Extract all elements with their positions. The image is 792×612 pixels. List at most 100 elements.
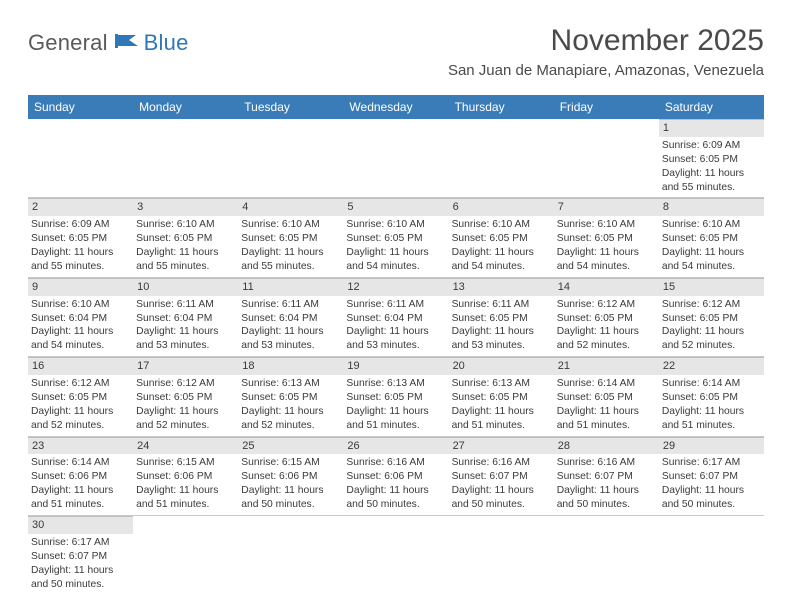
sunrise-text: Sunrise: 6:14 AM bbox=[557, 377, 656, 391]
weekday-header: Tuesday bbox=[238, 95, 343, 119]
calendar-cell: 17Sunrise: 6:12 AMSunset: 6:05 PMDayligh… bbox=[133, 357, 238, 436]
weekday-header: Sunday bbox=[28, 95, 133, 119]
sunset-text: Sunset: 6:05 PM bbox=[346, 391, 445, 405]
calendar-row: 2Sunrise: 6:09 AMSunset: 6:05 PMDaylight… bbox=[28, 198, 764, 277]
sunrise-text: Sunrise: 6:16 AM bbox=[452, 456, 551, 470]
daylight-text: Daylight: 11 hours and 51 minutes. bbox=[31, 484, 130, 512]
day-number: 30 bbox=[28, 516, 133, 534]
calendar-cell bbox=[554, 119, 659, 198]
sunset-text: Sunset: 6:04 PM bbox=[31, 312, 130, 326]
calendar-cell: 15Sunrise: 6:12 AMSunset: 6:05 PMDayligh… bbox=[659, 277, 764, 356]
calendar-cell: 7Sunrise: 6:10 AMSunset: 6:05 PMDaylight… bbox=[554, 198, 659, 277]
calendar-cell bbox=[238, 119, 343, 198]
flag-icon bbox=[114, 32, 140, 55]
calendar-cell: 19Sunrise: 6:13 AMSunset: 6:05 PMDayligh… bbox=[343, 357, 448, 436]
sunset-text: Sunset: 6:05 PM bbox=[452, 232, 551, 246]
page-title: November 2025 bbox=[448, 24, 764, 58]
daylight-text: Daylight: 11 hours and 50 minutes. bbox=[31, 564, 130, 592]
calendar-cell bbox=[343, 516, 448, 595]
calendar-cell: 27Sunrise: 6:16 AMSunset: 6:07 PMDayligh… bbox=[449, 436, 554, 515]
sunset-text: Sunset: 6:06 PM bbox=[241, 470, 340, 484]
day-number: 26 bbox=[343, 437, 448, 455]
weekday-header: Saturday bbox=[659, 95, 764, 119]
header: General Blue November 2025 San Juan de M… bbox=[0, 0, 792, 87]
calendar-cell: 8Sunrise: 6:10 AMSunset: 6:05 PMDaylight… bbox=[659, 198, 764, 277]
daylight-text: Daylight: 11 hours and 55 minutes. bbox=[662, 167, 761, 195]
sunrise-text: Sunrise: 6:12 AM bbox=[557, 298, 656, 312]
weekday-header: Wednesday bbox=[343, 95, 448, 119]
calendar-cell: 22Sunrise: 6:14 AMSunset: 6:05 PMDayligh… bbox=[659, 357, 764, 436]
sunrise-text: Sunrise: 6:13 AM bbox=[346, 377, 445, 391]
calendar-row: 16Sunrise: 6:12 AMSunset: 6:05 PMDayligh… bbox=[28, 357, 764, 436]
day-number: 2 bbox=[28, 198, 133, 216]
sunset-text: Sunset: 6:05 PM bbox=[31, 232, 130, 246]
weekday-header: Thursday bbox=[449, 95, 554, 119]
day-number: 18 bbox=[238, 357, 343, 375]
sunrise-text: Sunrise: 6:10 AM bbox=[662, 218, 761, 232]
sunrise-text: Sunrise: 6:10 AM bbox=[346, 218, 445, 232]
day-number: 29 bbox=[659, 437, 764, 455]
sunrise-text: Sunrise: 6:10 AM bbox=[241, 218, 340, 232]
calendar-row: 30Sunrise: 6:17 AMSunset: 6:07 PMDayligh… bbox=[28, 516, 764, 595]
daylight-text: Daylight: 11 hours and 52 minutes. bbox=[31, 405, 130, 433]
daylight-text: Daylight: 11 hours and 50 minutes. bbox=[241, 484, 340, 512]
calendar-cell: 5Sunrise: 6:10 AMSunset: 6:05 PMDaylight… bbox=[343, 198, 448, 277]
sunset-text: Sunset: 6:06 PM bbox=[346, 470, 445, 484]
sunset-text: Sunset: 6:06 PM bbox=[31, 470, 130, 484]
sunset-text: Sunset: 6:05 PM bbox=[662, 312, 761, 326]
day-number: 10 bbox=[133, 278, 238, 296]
sunrise-text: Sunrise: 6:13 AM bbox=[241, 377, 340, 391]
sunset-text: Sunset: 6:07 PM bbox=[31, 550, 130, 564]
daylight-text: Daylight: 11 hours and 50 minutes. bbox=[346, 484, 445, 512]
day-number: 6 bbox=[449, 198, 554, 216]
day-number: 9 bbox=[28, 278, 133, 296]
sunset-text: Sunset: 6:05 PM bbox=[557, 232, 656, 246]
sunset-text: Sunset: 6:05 PM bbox=[346, 232, 445, 246]
calendar-cell: 24Sunrise: 6:15 AMSunset: 6:06 PMDayligh… bbox=[133, 436, 238, 515]
sunrise-text: Sunrise: 6:10 AM bbox=[452, 218, 551, 232]
day-number: 20 bbox=[449, 357, 554, 375]
day-number: 23 bbox=[28, 437, 133, 455]
daylight-text: Daylight: 11 hours and 51 minutes. bbox=[452, 405, 551, 433]
daylight-text: Daylight: 11 hours and 53 minutes. bbox=[452, 325, 551, 353]
calendar-cell: 3Sunrise: 6:10 AMSunset: 6:05 PMDaylight… bbox=[133, 198, 238, 277]
sunset-text: Sunset: 6:05 PM bbox=[557, 312, 656, 326]
sunset-text: Sunset: 6:04 PM bbox=[136, 312, 235, 326]
sunrise-text: Sunrise: 6:16 AM bbox=[346, 456, 445, 470]
calendar-cell: 30Sunrise: 6:17 AMSunset: 6:07 PMDayligh… bbox=[28, 516, 133, 595]
daylight-text: Daylight: 11 hours and 52 minutes. bbox=[557, 325, 656, 353]
calendar-cell: 16Sunrise: 6:12 AMSunset: 6:05 PMDayligh… bbox=[28, 357, 133, 436]
sunset-text: Sunset: 6:05 PM bbox=[241, 232, 340, 246]
calendar-cell: 12Sunrise: 6:11 AMSunset: 6:04 PMDayligh… bbox=[343, 277, 448, 356]
sunrise-text: Sunrise: 6:10 AM bbox=[136, 218, 235, 232]
sunrise-text: Sunrise: 6:15 AM bbox=[241, 456, 340, 470]
calendar-cell: 28Sunrise: 6:16 AMSunset: 6:07 PMDayligh… bbox=[554, 436, 659, 515]
calendar-cell bbox=[133, 119, 238, 198]
daylight-text: Daylight: 11 hours and 54 minutes. bbox=[662, 246, 761, 274]
day-number: 7 bbox=[554, 198, 659, 216]
daylight-text: Daylight: 11 hours and 53 minutes. bbox=[136, 325, 235, 353]
daylight-text: Daylight: 11 hours and 51 minutes. bbox=[346, 405, 445, 433]
daylight-text: Daylight: 11 hours and 52 minutes. bbox=[241, 405, 340, 433]
sunset-text: Sunset: 6:05 PM bbox=[31, 391, 130, 405]
sunrise-text: Sunrise: 6:09 AM bbox=[662, 139, 761, 153]
sunset-text: Sunset: 6:05 PM bbox=[662, 153, 761, 167]
logo: General Blue bbox=[28, 24, 189, 56]
sunrise-text: Sunrise: 6:11 AM bbox=[452, 298, 551, 312]
calendar-cell: 20Sunrise: 6:13 AMSunset: 6:05 PMDayligh… bbox=[449, 357, 554, 436]
sunset-text: Sunset: 6:07 PM bbox=[557, 470, 656, 484]
calendar-cell: 6Sunrise: 6:10 AMSunset: 6:05 PMDaylight… bbox=[449, 198, 554, 277]
sunrise-text: Sunrise: 6:14 AM bbox=[662, 377, 761, 391]
day-number: 15 bbox=[659, 278, 764, 296]
sunset-text: Sunset: 6:04 PM bbox=[346, 312, 445, 326]
day-number: 24 bbox=[133, 437, 238, 455]
sunset-text: Sunset: 6:05 PM bbox=[452, 312, 551, 326]
calendar-row: 9Sunrise: 6:10 AMSunset: 6:04 PMDaylight… bbox=[28, 277, 764, 356]
daylight-text: Daylight: 11 hours and 52 minutes. bbox=[136, 405, 235, 433]
day-number: 14 bbox=[554, 278, 659, 296]
daylight-text: Daylight: 11 hours and 51 minutes. bbox=[136, 484, 235, 512]
calendar-cell: 11Sunrise: 6:11 AMSunset: 6:04 PMDayligh… bbox=[238, 277, 343, 356]
calendar-cell bbox=[28, 119, 133, 198]
weekday-header: Friday bbox=[554, 95, 659, 119]
sunrise-text: Sunrise: 6:10 AM bbox=[557, 218, 656, 232]
